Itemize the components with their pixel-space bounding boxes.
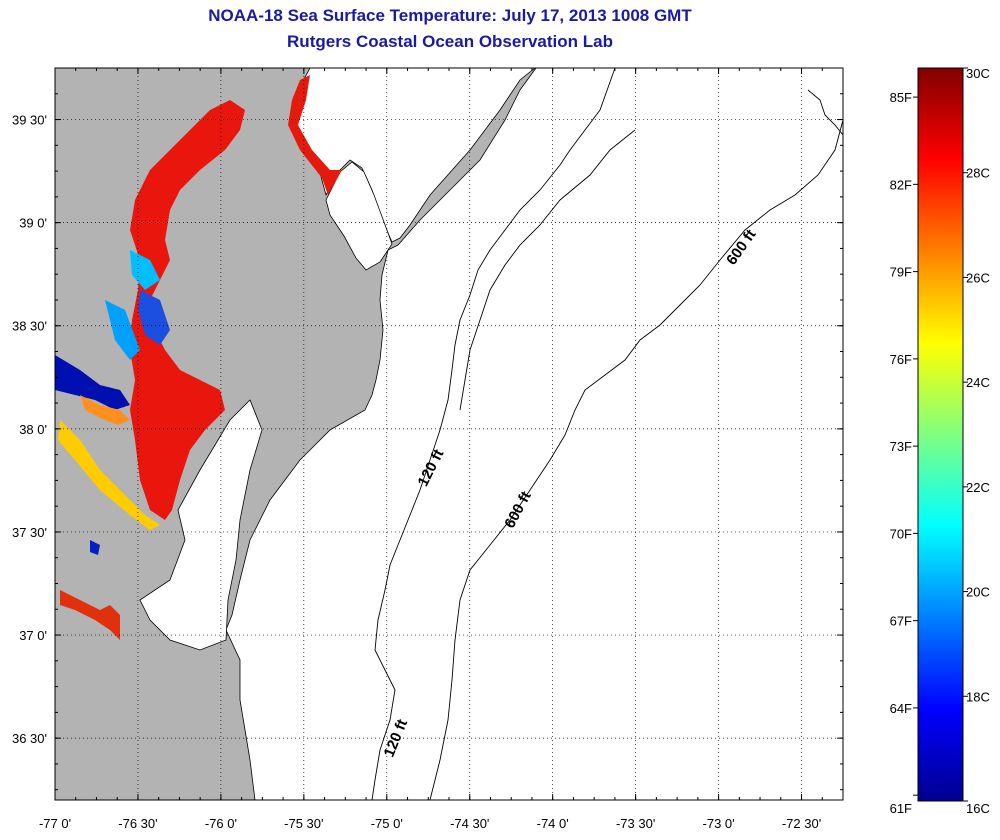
colorbar-fahrenheit-label: 76F	[890, 352, 912, 367]
potomac-river-sst	[55, 355, 130, 410]
cool-water-patch	[105, 300, 140, 360]
colorbar-celsius-label: 28C	[966, 166, 990, 181]
lon-tick-label: -76 30'	[118, 816, 157, 831]
colorbar-fahrenheit-label: 67F	[890, 614, 912, 629]
colorbar-celsius-label: 30C	[966, 66, 990, 81]
lat-tick-label: 37 0'	[19, 628, 47, 643]
contour-120ft	[459, 129, 636, 411]
land-mass	[55, 68, 843, 800]
lat-tick-label: 38 30'	[12, 319, 47, 334]
colorbar-celsius-label: 16C	[966, 801, 990, 816]
lon-tick-label: -74 0'	[537, 816, 569, 831]
lon-tick-label: -73 30'	[616, 816, 655, 831]
rappahannock-river-sst	[58, 420, 160, 530]
grid-lines	[54, 68, 843, 800]
chesapeake-bay-sst	[130, 100, 245, 520]
lon-tick-label: -75 30'	[284, 816, 323, 831]
lat-tick-label: 38 0'	[19, 422, 47, 437]
delaware-river-sst	[288, 75, 342, 195]
map-title: NOAA-18 Sea Surface Temperature: July 17…	[208, 6, 692, 25]
colorbar-fahrenheit-label: 70F	[890, 526, 912, 541]
colorbar	[917, 67, 964, 802]
lon-tick-label: -72 30'	[782, 816, 821, 831]
chesapeake-bay-lower	[139, 399, 263, 651]
cool-water-patch	[130, 250, 160, 290]
lon-tick-label: -77 0'	[39, 816, 71, 831]
lon-tick-label: -76 0'	[205, 816, 237, 831]
colorbar-celsius-label: 26C	[966, 270, 990, 285]
colorbar-fahrenheit-label: 64F	[890, 701, 912, 716]
lat-tick-label: 39 0'	[19, 216, 47, 231]
lat-tick-label: 37 30'	[12, 525, 47, 540]
contour-600ft	[429, 119, 843, 800]
cool-water-patch	[90, 540, 100, 555]
colorbar-celsius-label: 24C	[966, 375, 990, 390]
lon-tick-label: -73 0'	[703, 816, 735, 831]
lon-tick-label: -74 30'	[450, 816, 489, 831]
delaware-bay	[325, 161, 393, 271]
york-river-sst	[60, 590, 120, 640]
colorbar-celsius-label: 18C	[966, 689, 990, 704]
lat-tick-label: 39 30'	[12, 113, 47, 128]
colorbar-fahrenheit-label: 73F	[890, 439, 912, 454]
colorbar-celsius-label: 20C	[966, 585, 990, 600]
colorbar-fahrenheit-label: 79F	[890, 265, 912, 280]
potomac-river-sst	[80, 395, 130, 425]
contour-shelf-edge	[807, 89, 843, 136]
lat-tick-label: 36 30'	[12, 731, 47, 746]
colorbar-fahrenheit-label: 85F	[890, 90, 912, 105]
cool-water-patch	[138, 290, 170, 345]
lon-tick-label: -75 0'	[371, 816, 403, 831]
colorbar-fahrenheit-label: 82F	[890, 177, 912, 192]
map-subtitle: Rutgers Coastal Ocean Observation Lab	[287, 32, 613, 51]
colorbar-fahrenheit-label: 61F	[890, 801, 912, 816]
contour-120ft	[371, 68, 616, 800]
colorbar-celsius-label: 22C	[966, 480, 990, 495]
bathymetry-contours	[371, 68, 843, 800]
